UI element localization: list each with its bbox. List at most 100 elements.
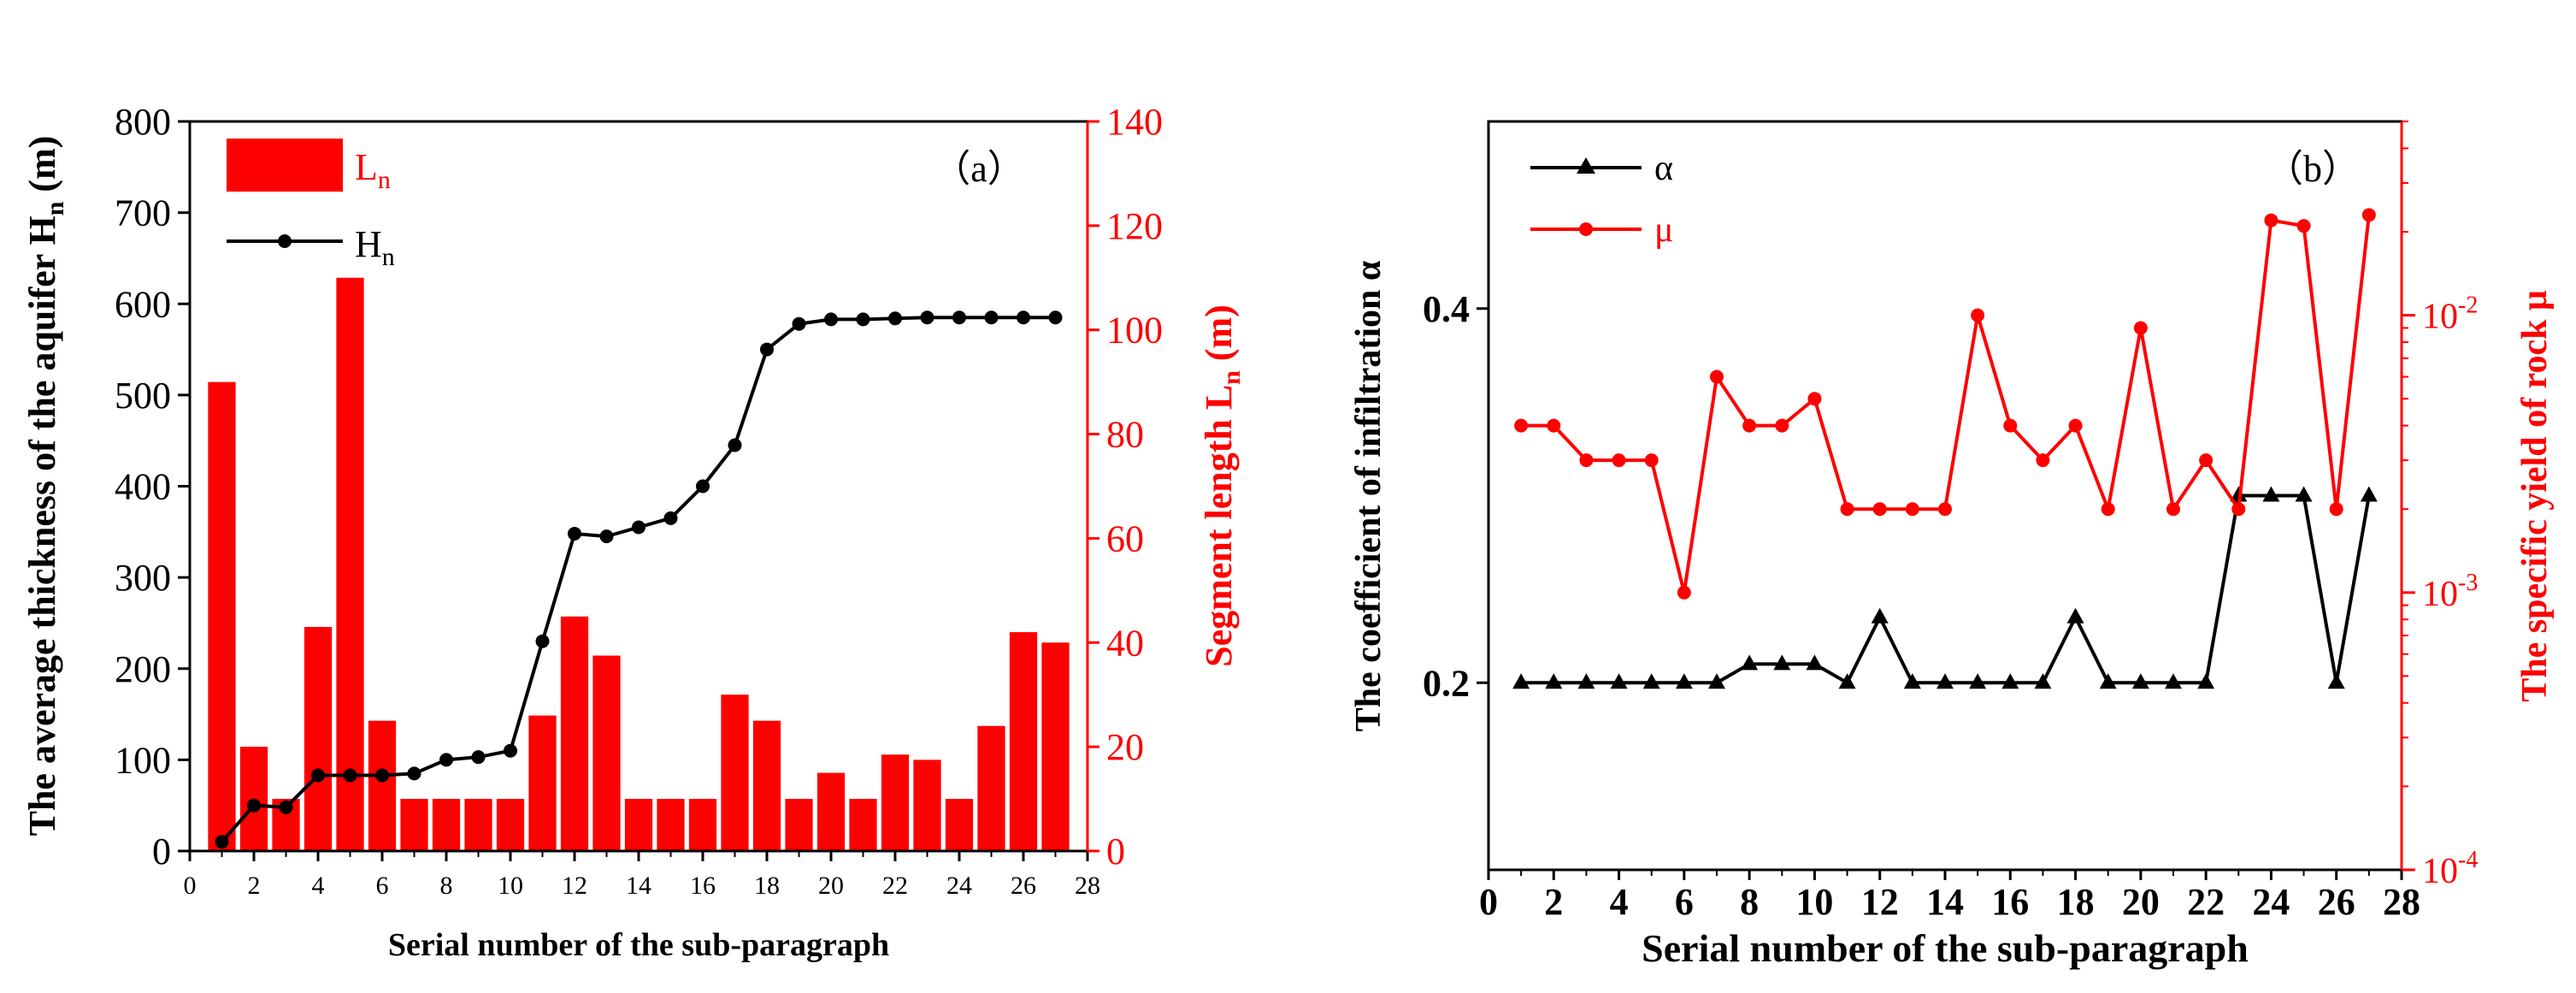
y-left-tick-label-0: 0	[152, 830, 171, 872]
bar-ln-24	[945, 799, 974, 851]
bar-ln-18	[752, 720, 781, 851]
panel-a-legend: Ln Hn	[227, 139, 395, 271]
point-mu-26	[2329, 502, 2343, 517]
point-mu-7	[1710, 369, 1724, 384]
point-mu-19	[2101, 502, 2115, 517]
point-mu-6	[1677, 585, 1691, 600]
panel-a-bars	[208, 277, 1070, 852]
point-hn-20	[824, 312, 838, 327]
legend-label-hn: Hn	[355, 223, 395, 271]
x-tick-label-14: 14	[1926, 881, 1964, 923]
point-mu-22	[2199, 453, 2213, 468]
point-hn-15	[663, 511, 678, 525]
panel-a-line-series	[215, 310, 1063, 849]
point-alpha-21	[2165, 673, 2182, 689]
point-alpha-5	[1642, 673, 1660, 689]
point-alpha-17	[2034, 673, 2052, 689]
x-tick-label-20: 20	[2122, 881, 2160, 923]
x-tick-label-12: 12	[1861, 881, 1899, 923]
point-mu-1	[1514, 418, 1529, 433]
line-mu	[1521, 215, 2371, 594]
point-hn-1	[215, 835, 229, 849]
point-alpha-9	[1773, 654, 1791, 671]
point-hn-16	[696, 479, 710, 494]
point-mu-5	[1644, 453, 1659, 468]
panel-b-alpha-series	[1512, 486, 2378, 689]
y-right-tick-label-100: 100	[1106, 310, 1163, 352]
point-hn-9	[471, 750, 486, 765]
panel-b-x-axis-label: Serial number of the sub-paragraph	[1642, 926, 2249, 970]
point-mu-15	[1971, 308, 1985, 322]
point-alpha-26	[2327, 673, 2345, 689]
point-hn-17	[728, 438, 742, 452]
point-alpha-24	[2262, 486, 2280, 502]
point-hn-10	[504, 743, 517, 758]
x-tick-label-22: 22	[882, 872, 908, 900]
bar-ln-23	[913, 760, 941, 851]
point-mu-18	[2068, 418, 2083, 433]
point-mu-13	[1905, 502, 1919, 517]
panel-b-legend: α μ	[1530, 149, 1674, 250]
x-tick-label-6: 6	[376, 872, 389, 900]
bar-ln-22	[881, 754, 910, 851]
x-tick-label-18: 18	[754, 872, 780, 900]
legend-marker-mu	[1579, 222, 1593, 236]
point-mu-9	[1775, 418, 1789, 433]
bar-ln-5	[336, 277, 364, 851]
y-left-tick-label-300: 300	[115, 557, 171, 599]
point-hn-21	[856, 312, 870, 327]
point-alpha-19	[2099, 673, 2117, 689]
point-alpha-27	[2360, 486, 2378, 502]
y-left-tick-label-500: 500	[115, 375, 171, 417]
x-tick-label-22: 22	[2187, 881, 2225, 923]
panel-a-left-y-ticks: 0 100 200 300 400 500 600 700 800	[115, 101, 190, 872]
point-hn-14	[632, 520, 645, 535]
bar-ln-1	[208, 381, 236, 852]
point-hn-25	[984, 310, 999, 325]
point-hn-13	[599, 529, 614, 544]
point-alpha-8	[1741, 654, 1759, 671]
bar-ln-6	[368, 720, 397, 851]
point-mu-2	[1547, 418, 1561, 433]
x-tick-label-12: 12	[562, 872, 587, 900]
point-hn-2	[247, 798, 261, 813]
point-mu-21	[2166, 502, 2180, 517]
point-mu-27	[2361, 208, 2376, 222]
panel-a-label: （a）	[933, 148, 1025, 190]
bar-ln-19	[785, 799, 813, 851]
bar-ln-21	[849, 799, 877, 851]
panel-a-right-y-axis-label: Segment length Ln (m)	[1198, 304, 1246, 667]
bar-ln-7	[400, 799, 428, 851]
panel-a-left-y-axis-label: The average thickness of the aquifer Hn …	[21, 136, 69, 836]
y-right-tick-label-0: 0	[1106, 830, 1125, 872]
bar-ln-17	[721, 695, 749, 851]
bar-ln-4	[304, 627, 333, 851]
panel-a-right-y-ticks: 0 20 40 60 80 100 120 140	[1088, 101, 1163, 872]
bar-ln-11	[528, 715, 557, 851]
bar-ln-25	[977, 725, 1005, 851]
point-hn-12	[568, 526, 581, 541]
panel-a-x-ticks: 0 2 4 6 8 10 12 14 16 18 20 22 24 26 28	[184, 851, 1100, 900]
point-mu-12	[1872, 502, 1887, 517]
y-left-tick-label-100: 100	[115, 739, 171, 781]
line-alpha	[1521, 494, 2371, 686]
x-tick-label-4: 4	[312, 872, 325, 900]
bar-ln-13	[592, 655, 621, 851]
legend-marker-hn	[278, 234, 292, 248]
x-tick-label-14: 14	[626, 872, 651, 900]
y-right-tick-label-20: 20	[1106, 726, 1144, 768]
x-tick-label-26: 26	[2318, 881, 2355, 923]
panel-b-right-y-ticks: 10-4 10-3 10-2	[2402, 121, 2478, 891]
bar-ln-27	[1041, 642, 1070, 851]
point-mu-14	[1938, 502, 1952, 517]
point-hn-24	[952, 310, 966, 325]
y-right-tick-label-1: 10-3	[2422, 570, 2478, 614]
point-alpha-7	[1708, 673, 1725, 689]
x-tick-label-18: 18	[2057, 881, 2095, 923]
legend-marker-alpha	[1577, 157, 1595, 174]
point-mu-23	[2231, 502, 2246, 517]
point-hn-27	[1048, 310, 1063, 325]
point-alpha-1	[1512, 673, 1530, 689]
point-mu-16	[2003, 418, 2018, 433]
